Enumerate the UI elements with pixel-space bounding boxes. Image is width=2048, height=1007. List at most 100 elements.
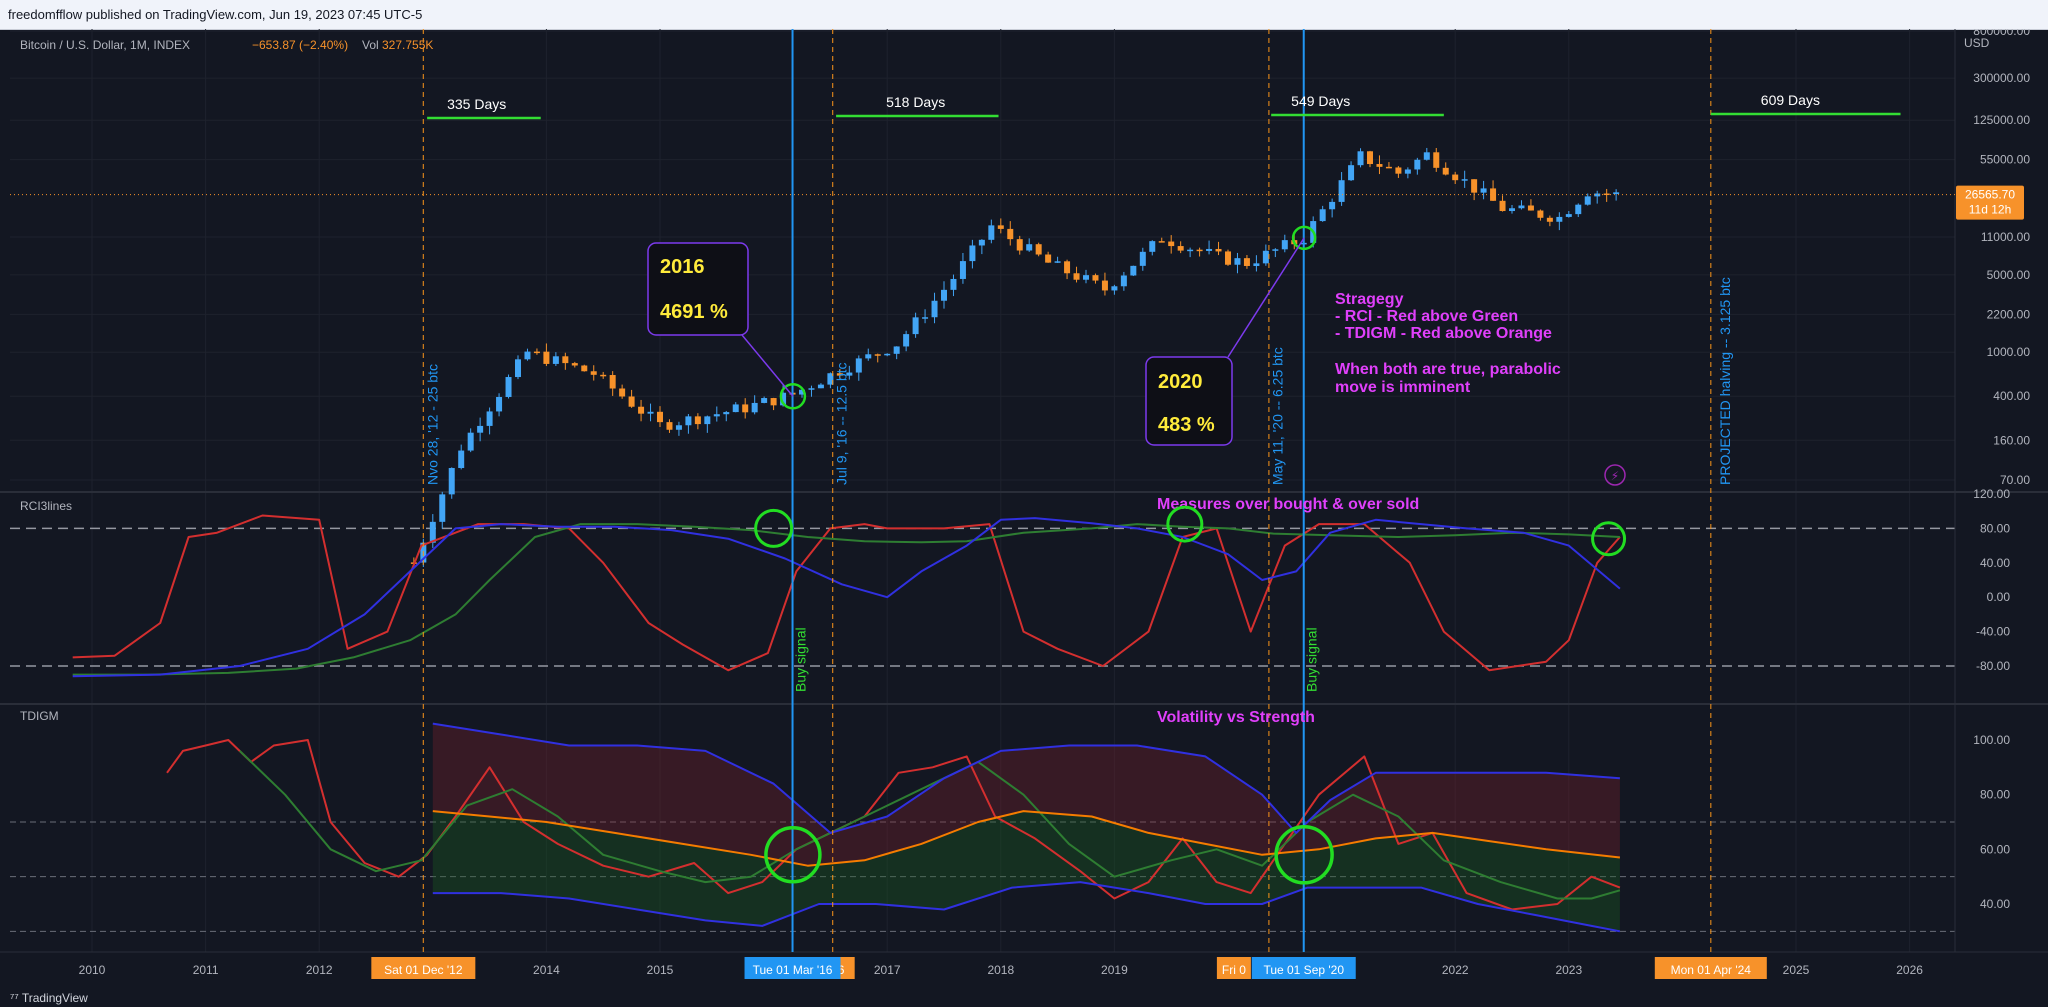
tdigm-tick-label: 40.00 — [1980, 897, 2010, 911]
candle-body — [1613, 192, 1620, 195]
time-tick-label: 2011 — [193, 963, 219, 977]
callout-2020-year: 2020 — [1158, 371, 1203, 393]
candle-body — [1565, 214, 1572, 217]
candle-body — [713, 414, 720, 417]
time-tick-label: 2019 — [1101, 963, 1128, 977]
time-badge — [744, 957, 841, 979]
callout-2020-pct: 483 % — [1158, 414, 1215, 436]
candle-body — [1111, 286, 1118, 291]
rci-line-darkgreen — [72, 523, 1620, 676]
candle-body — [1546, 217, 1553, 222]
candle-body — [1281, 240, 1288, 250]
candle-body — [941, 289, 947, 301]
candle-body — [1442, 167, 1449, 175]
signal-circle — [1291, 225, 1317, 251]
candle-body — [1064, 261, 1071, 274]
candle-body — [1007, 228, 1014, 240]
candle-body — [1253, 263, 1260, 266]
rci-tick-label: 120.00 — [1973, 487, 2010, 501]
candle-body — [1376, 164, 1383, 167]
lightning-icon — [1604, 464, 1626, 486]
time-tick-label: 2015 — [647, 963, 674, 977]
tdigm-title: TDIGM — [20, 709, 59, 723]
candle-body — [1026, 244, 1033, 251]
candle-body — [704, 416, 711, 425]
candle-body — [969, 245, 976, 262]
price-tick-label: 300000.00 — [1973, 71, 2030, 85]
candle-body — [846, 372, 853, 376]
vol-label: Vol — [362, 38, 379, 52]
chart-marks — [72, 147, 1621, 933]
candle-body — [1101, 280, 1108, 291]
price-tick-label: 11000.00 — [1981, 230, 2030, 244]
footer: ⁷⁷ TradingView — [0, 990, 2048, 1007]
rci-line-blue — [72, 517, 1621, 678]
candle-body — [836, 373, 843, 376]
candle-body — [1083, 275, 1089, 280]
candle-body — [581, 365, 588, 372]
candle-body — [1206, 248, 1213, 251]
candle-body — [978, 239, 985, 246]
candle-body — [1490, 188, 1497, 201]
time-tick-label: 2017 — [874, 963, 901, 977]
rci-tick-label: -80.00 — [1976, 659, 2010, 673]
price-tick-label: 400.00 — [1993, 389, 2030, 403]
candle-body — [1338, 180, 1345, 202]
candle-body — [855, 358, 862, 373]
day-span-label: 335 Days — [447, 96, 506, 112]
price-tick-label: 55000.00 — [1980, 153, 2030, 167]
candle-body — [1509, 208, 1515, 212]
candle-body — [723, 412, 730, 415]
candle-body — [533, 351, 540, 354]
tradingview-logo-text: TradingView — [21, 991, 88, 1005]
tdigm-tick-label: 80.00 — [1980, 788, 2010, 802]
rci-tick-label: 0.00 — [1987, 590, 2011, 604]
candle-body — [1385, 166, 1392, 169]
rci-signal-circle — [1166, 505, 1204, 543]
candle-body — [1196, 249, 1203, 252]
time-badge-label: Mon 01 Apr '24 — [1671, 963, 1752, 977]
candle-body — [1168, 241, 1175, 247]
chart-canvas[interactable]: 800000.00 300000.00 125000.00 55000.00 11000… — [0, 29, 2048, 990]
candle-body — [742, 404, 749, 413]
rci-line-red — [72, 514, 1621, 672]
tdigm-lower-band — [432, 811, 1620, 932]
price-tick-label: 70.00 — [2000, 473, 2030, 487]
time-tick-label: 2026 — [1896, 963, 1923, 977]
strategy-text: When both are true, parabolic — [1335, 361, 1561, 378]
candle-body — [1584, 196, 1591, 205]
rci-signal-circle — [1591, 521, 1627, 557]
candle-body — [657, 411, 663, 423]
candle-body — [799, 389, 805, 395]
time-tick-label: 2010 — [79, 963, 106, 977]
candle-body — [1357, 151, 1364, 166]
candle-body — [496, 396, 503, 412]
halving-label: May 11, '20 -- 6.25 btc — [1270, 347, 1286, 485]
candle-body — [1016, 239, 1023, 251]
candle-body — [1054, 261, 1061, 263]
candle-body — [1395, 167, 1402, 174]
candle-body — [1452, 174, 1459, 181]
candle-body — [1120, 275, 1127, 287]
vol-value: 327.755K — [382, 38, 433, 52]
grid-layer — [10, 29, 1955, 952]
candle-body — [638, 406, 645, 414]
candle-body — [761, 398, 768, 403]
tdigm-tick-label: 60.00 — [1980, 842, 2010, 856]
time-badge-label: Tue 01 Sep '20 — [1263, 963, 1344, 977]
tdigm-upper-band — [432, 723, 1620, 866]
last-price-label: 26565.70 — [1965, 188, 2015, 202]
candle-body — [988, 225, 995, 240]
price-tick-label: 5000.00 — [1987, 268, 2031, 282]
rci-signal-circle — [754, 508, 794, 548]
candle-body — [1149, 241, 1156, 252]
candle-body — [912, 317, 919, 335]
halving-label: Nvo 28, '12 - 25 btc — [424, 364, 440, 485]
candle-body — [997, 225, 1004, 229]
candle-body — [590, 371, 597, 375]
candle-body — [543, 351, 550, 364]
candle-body — [884, 353, 891, 356]
price-tick-label: 1000.00 — [1987, 345, 2031, 359]
time-tick-label: 2012 — [306, 963, 333, 977]
tdigm-line-blue-3 — [432, 722, 1620, 834]
